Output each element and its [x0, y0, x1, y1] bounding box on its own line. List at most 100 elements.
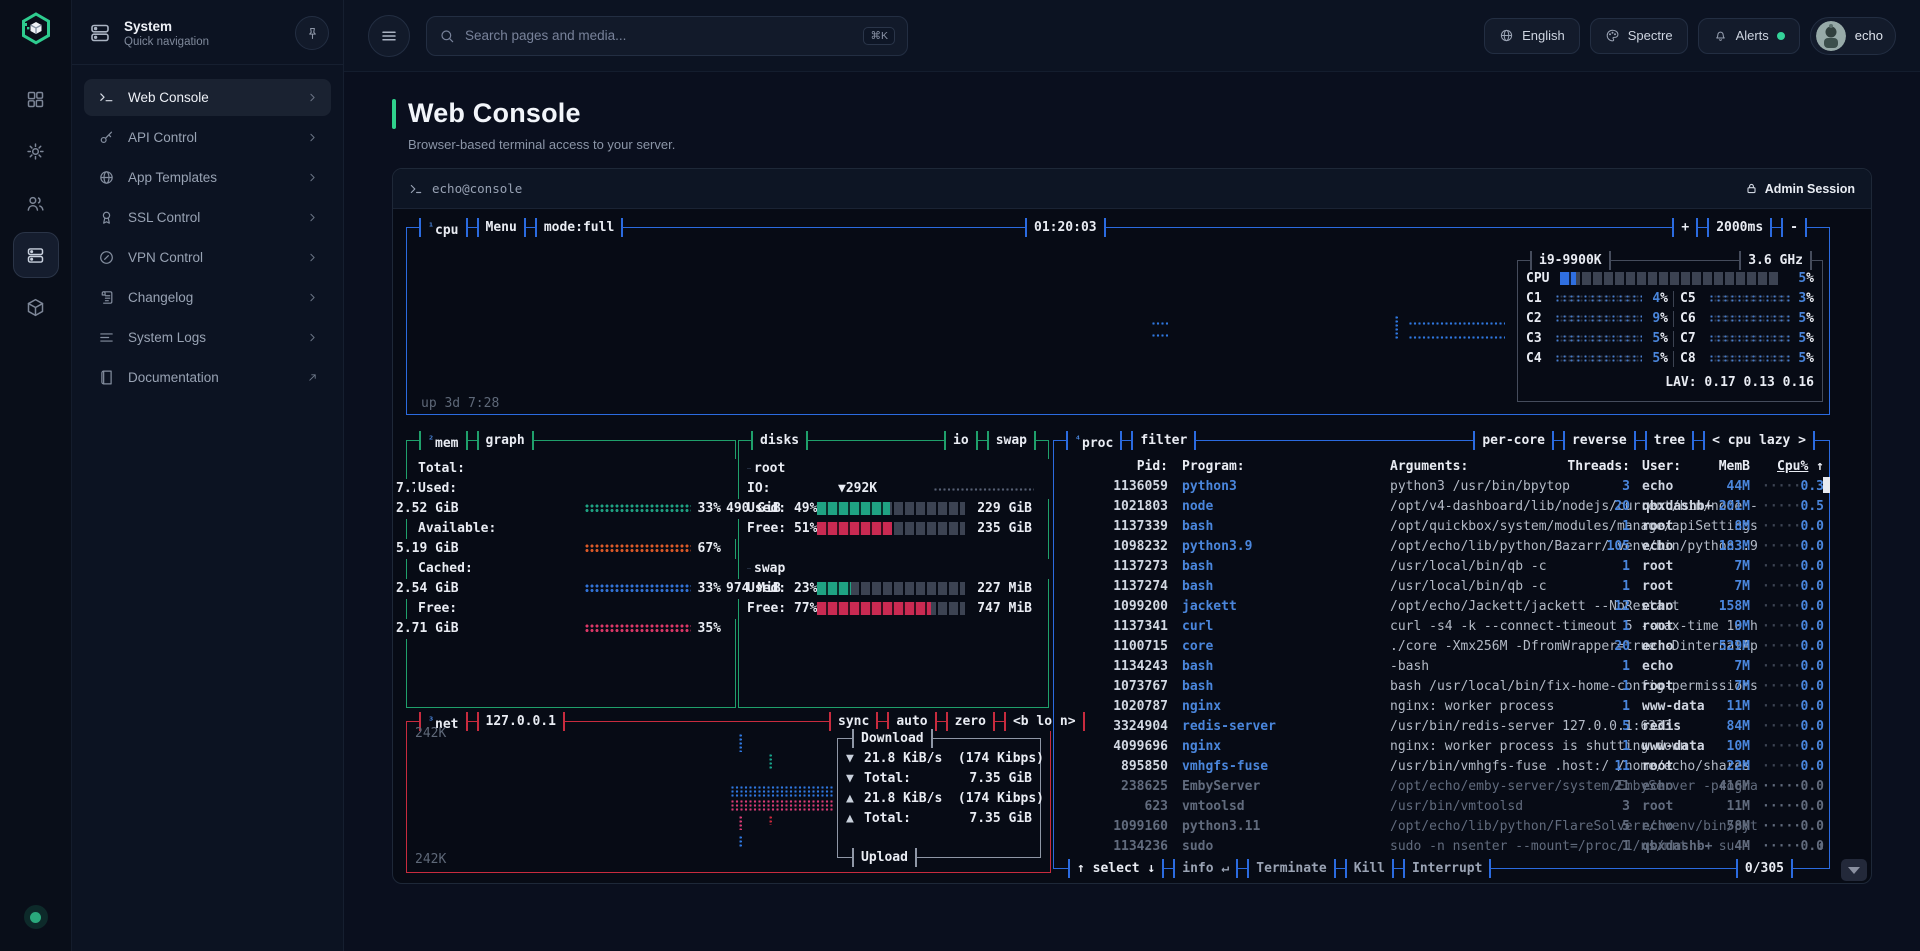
process-row[interactable]: 1137339bash/opt/quickbox/system/modules/…	[1062, 517, 1821, 537]
sidebar-item-documentation[interactable]: Documentation	[84, 359, 331, 396]
tab-swap[interactable]: swap	[987, 431, 1036, 450]
cpu-graph-dots	[1152, 322, 1168, 326]
tab-127-0-0-1[interactable]: 127.0.0.1	[477, 712, 565, 731]
tab-upload[interactable]: Upload	[852, 848, 917, 867]
memory-label: Free:	[415, 599, 743, 619]
cpu-graph-dots	[1152, 334, 1168, 338]
tab-cpu[interactable]: ¹cpu	[419, 218, 468, 237]
tab--[interactable]: +	[1672, 218, 1698, 237]
col-user[interactable]: User:	[1642, 457, 1681, 477]
usage-fill	[817, 602, 931, 615]
process-row[interactable]: 1137341curlcurl -s4 -k --connect-timeout…	[1062, 617, 1821, 637]
bell-icon	[1713, 28, 1728, 43]
rail-packages-icon[interactable]	[13, 284, 59, 330]
terminal-screen[interactable]: ¹cpuMenumode:full01:20:03+2000ms-up 3d 7…	[393, 209, 1871, 884]
cpu-total-row: CPU5%	[1518, 269, 1822, 289]
process-row[interactable]: 1020787nginxnginx: worker process1www-da…	[1062, 697, 1821, 717]
alerts-button[interactable]: Alerts	[1698, 18, 1800, 54]
tab-interrupt[interactable]: Interrupt	[1403, 859, 1491, 878]
col-cpu-sort[interactable]: Cpu% ↑	[1774, 457, 1824, 477]
process-row[interactable]: 1100715core./core -Xmx256M -DfromWrapper…	[1062, 637, 1821, 657]
col-arguments[interactable]: Arguments:	[1390, 457, 1468, 477]
process-row[interactable]: 1134236sudosudo -n nsenter --mount=/proc…	[1062, 837, 1821, 857]
tab-tree[interactable]: tree	[1645, 431, 1694, 450]
tab-menu[interactable]: Menu	[477, 218, 526, 237]
search-input[interactable]	[465, 28, 853, 43]
rail-system-icon[interactable]	[13, 232, 59, 278]
rail-settings-icon[interactable]	[13, 128, 59, 174]
process-row[interactable]: 1098232python3.9/opt/echo/lib/python/Baz…	[1062, 537, 1821, 557]
process-row[interactable]: 1137274bash/usr/local/bin/qb -c1root7M··…	[1062, 577, 1821, 597]
tab-mode-full[interactable]: mode:full	[535, 218, 623, 237]
uptime-label: up 3d 7:28	[421, 394, 499, 414]
tab-2000ms[interactable]: 2000ms	[1707, 218, 1772, 237]
tab-disks[interactable]: disks	[751, 431, 808, 450]
tab-per-core[interactable]: per-core	[1473, 431, 1554, 450]
process-scrollbar-thumb[interactable]	[1823, 477, 1830, 493]
tab-proc[interactable]: ⁴proc	[1066, 431, 1122, 450]
search-icon	[439, 28, 455, 44]
sidebar-item-vpn-control[interactable]: VPN Control	[84, 239, 331, 276]
box-tabs: disks	[751, 431, 808, 450]
sidebar-item-changelog[interactable]: Changelog	[84, 279, 331, 316]
tab-terminate[interactable]: Terminate	[1247, 859, 1335, 878]
rail-users-icon[interactable]	[13, 180, 59, 226]
process-row[interactable]: 1099200jackett/opt/echo/Jackett/jackett …	[1062, 597, 1821, 617]
process-row[interactable]: 3324904redis-server/usr/bin/redis-server…	[1062, 717, 1821, 737]
col-threads[interactable]: Threads:	[1554, 457, 1630, 477]
tab--[interactable]: -	[1781, 218, 1807, 237]
sidebar-item-system-logs[interactable]: System Logs	[84, 319, 331, 356]
cpu-total-bar	[1560, 272, 1778, 285]
tab-graph[interactable]: graph	[477, 431, 534, 450]
process-row[interactable]: 895850vmhgfs-fuse/usr/bin/vmhgfs-fuse .h…	[1062, 757, 1821, 777]
tab-download[interactable]: Download	[852, 729, 933, 748]
process-row[interactable]: 1137273bash/usr/local/bin/qb -c1root7M··…	[1062, 557, 1821, 577]
process-row[interactable]: 1021803node/opt/v4-dashboard/lib/nodejs/…	[1062, 497, 1821, 517]
process-row[interactable]: 1136059python3python3 /usr/bin/bpytop3ec…	[1062, 477, 1821, 497]
brand-logo[interactable]	[16, 10, 56, 50]
tab-0-305[interactable]: 0/305	[1736, 859, 1793, 878]
core-name: C6	[1680, 309, 1696, 329]
sidebar-item-api-control[interactable]: API Control	[84, 119, 331, 156]
memory-row: Cached:2.54 GiB	[407, 559, 735, 579]
page-title: Web Console	[408, 98, 581, 129]
menu-toggle-button[interactable]	[368, 15, 410, 57]
tab--select-[interactable]: ↑ select ↓	[1068, 859, 1164, 878]
tab-zero[interactable]: zero	[946, 712, 995, 731]
process-row[interactable]: 623vmtoolsd/usr/bin/vmtoolsd3root11M····…	[1062, 797, 1821, 817]
process-row[interactable]: 4099696nginxnginx: worker process is shu…	[1062, 737, 1821, 757]
memory-label: Total:	[415, 459, 743, 479]
terminal-scroll-down-button[interactable]	[1841, 859, 1867, 881]
process-row[interactable]: 1099160python3.11/opt/echo/lib/python/Fl…	[1062, 817, 1821, 837]
col-memb[interactable]: MemB	[1684, 457, 1750, 477]
tab-mem[interactable]: ²mem	[419, 431, 468, 450]
col-pid[interactable]: Pid:	[1062, 457, 1168, 477]
pin-sidebar-button[interactable]	[295, 16, 329, 50]
tab-kill[interactable]: Kill	[1345, 859, 1394, 878]
user-menu[interactable]: echo	[1810, 17, 1896, 55]
tab-i9-9900k[interactable]: i9-9900K	[1530, 251, 1611, 270]
tab-filter[interactable]: filter	[1131, 431, 1196, 450]
rail-dashboard-icon[interactable]	[13, 76, 59, 122]
chevron-right-icon	[306, 211, 319, 224]
box-tabs: 3.6 GHz	[1739, 251, 1812, 270]
sidebar-item-ssl-control[interactable]: SSL Control	[84, 199, 331, 236]
tab-io[interactable]: io	[944, 431, 978, 450]
tab-info-[interactable]: info ↵	[1173, 859, 1238, 878]
tab-reverse[interactable]: reverse	[1563, 431, 1636, 450]
theme-button[interactable]: Spectre	[1590, 18, 1688, 54]
col-program[interactable]: Program:	[1182, 457, 1245, 477]
lock-icon	[1745, 182, 1758, 195]
net-io-row: ▲21.8 KiB/s (174 Kibps)	[838, 789, 1040, 809]
core-divider	[1673, 351, 1674, 367]
tab--cpu-lazy-[interactable]: < cpu lazy >	[1703, 431, 1815, 450]
sidebar-item-app-templates[interactable]: App Templates	[84, 159, 331, 196]
process-row[interactable]: 1073767bashbash /usr/local/bin/fix-home-…	[1062, 677, 1821, 697]
process-row[interactable]: 1134243bash-bash1echo7M·····0.0	[1062, 657, 1821, 677]
language-button[interactable]: English	[1484, 18, 1580, 54]
sidebar-item-web-console[interactable]: Web Console	[84, 79, 331, 116]
global-search[interactable]: ⌘K	[426, 16, 908, 56]
process-row[interactable]: 238625EmbyServer/opt/echo/emby-server/sy…	[1062, 777, 1821, 797]
direction-arrow-icon: ▲	[846, 809, 854, 829]
tab-3-6-ghz[interactable]: 3.6 GHz	[1739, 251, 1812, 270]
